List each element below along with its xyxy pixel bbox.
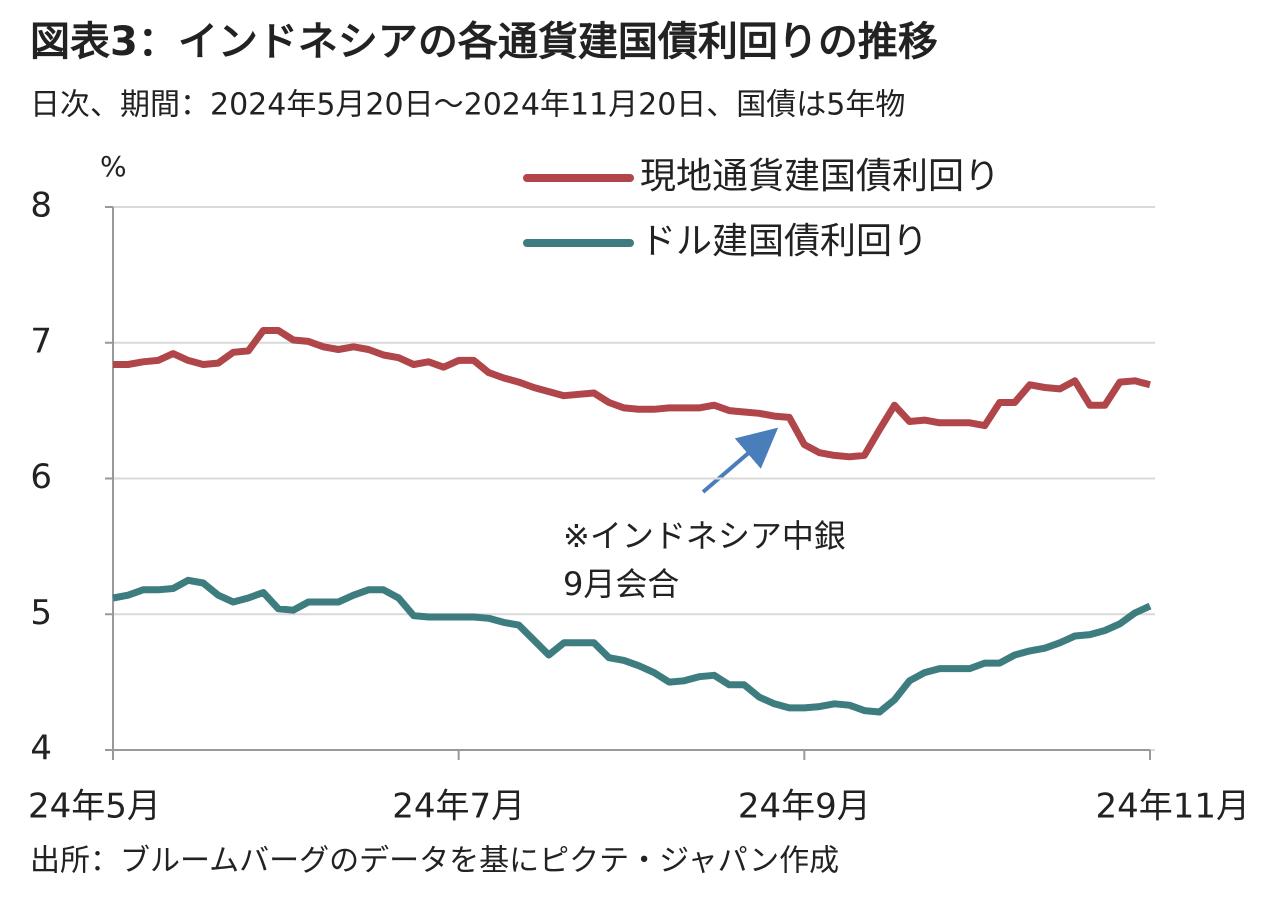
y-tick-label: 7 [30,321,52,361]
x-tick-label: 24年11月 [1095,787,1250,827]
annotation: ※インドネシア中銀 [563,517,846,555]
source-note: 出所：ブルームバーグのデータを基にピクテ・ジャパン作成 [30,844,839,879]
series-line [112,576,1152,716]
legend-label: ドル建国債利回り [640,221,928,262]
y-tick-label: 5 [30,593,52,633]
x-tick-label: 24年7月 [392,787,525,827]
y-tick-label: 8 [30,186,52,226]
x-tick-label: 24年9月 [738,787,871,827]
legend-label: 現地通貨建国債利回り [640,156,1000,197]
annotation: 9月会合 [563,565,679,603]
y-unit: % [100,150,127,183]
series-line [113,327,1151,461]
x-tick-label: 24年5月 [28,787,161,827]
y-tick-label: 6 [30,457,52,497]
annotation-arrow [701,427,779,494]
chart-title: 図表3：インドネシアの各通貨建国債利回りの推移 [30,19,938,65]
chart-subtitle: 日次、期間：2024年5月20日～2024年11月20日、国債は5年物 [30,88,905,123]
y-tick-label: 4 [30,729,52,769]
